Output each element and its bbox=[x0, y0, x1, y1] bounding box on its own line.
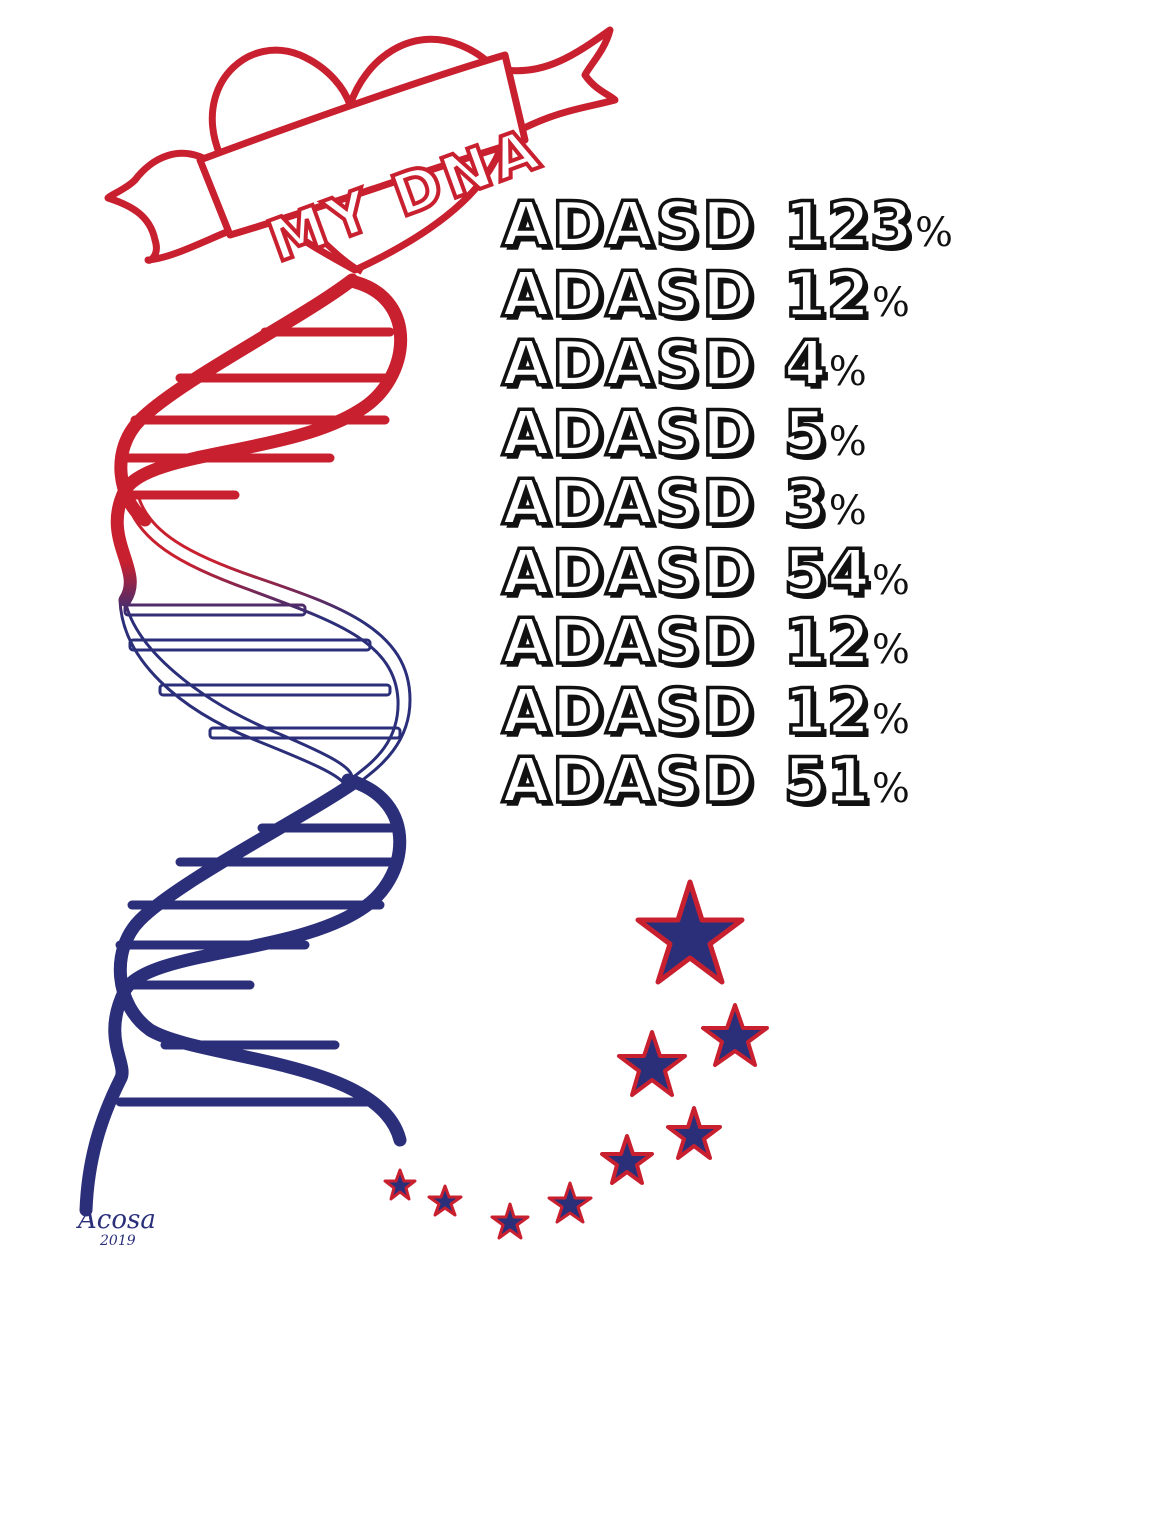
star-icon bbox=[600, 1134, 654, 1185]
signature-name: Acosa bbox=[76, 1205, 156, 1235]
stat-label: ADASD bbox=[500, 673, 756, 750]
stat-value: 4 bbox=[782, 325, 829, 402]
stat-row: ADASD 5% bbox=[500, 395, 1102, 472]
stat-label: ADASD bbox=[500, 603, 756, 680]
stats-list: ADASD 123% ADASD 12% ADASD 4% ADASD 5% ADASD… bbox=[500, 186, 1102, 819]
stat-unit: % bbox=[828, 418, 867, 465]
stat-row: ADASD 4% bbox=[500, 325, 1102, 402]
star-icon bbox=[635, 879, 745, 985]
stat-unit: % bbox=[871, 279, 910, 326]
dna-helix-icon bbox=[79, 273, 412, 1217]
stat-unit: % bbox=[828, 349, 867, 395]
star-icon bbox=[427, 1184, 463, 1217]
star-icon bbox=[490, 1202, 530, 1240]
stat-row: ADASD 3% bbox=[500, 464, 1102, 541]
stat-label: ADASD bbox=[500, 742, 756, 819]
stat-row: ADASD 12% bbox=[500, 603, 1102, 680]
stat-unit: % bbox=[871, 557, 910, 604]
stat-value: 54 bbox=[782, 534, 872, 611]
stat-label: ADASD bbox=[500, 464, 756, 541]
stat-row: ADASD 123% bbox=[500, 186, 1102, 263]
stat-label: ADASD bbox=[500, 186, 756, 263]
stat-value: 12 bbox=[782, 673, 872, 750]
star-icon bbox=[666, 1106, 722, 1160]
stat-unit: % bbox=[914, 210, 953, 256]
stat-label: ADASD bbox=[500, 395, 756, 472]
heart-banner-icon bbox=[104, 26, 619, 275]
signature-year: 2019 bbox=[99, 1233, 136, 1249]
stat-value: 12 bbox=[782, 603, 872, 680]
stat-value: 123 bbox=[782, 186, 915, 263]
stat-label: ADASD bbox=[500, 256, 756, 333]
stars-trail bbox=[383, 879, 769, 1240]
stat-value: 51 bbox=[782, 742, 872, 819]
star-icon bbox=[383, 1168, 417, 1201]
stat-value: 12 bbox=[782, 256, 872, 333]
artist-signature: Acosa 2019 bbox=[76, 1205, 156, 1249]
stat-row: ADASD 12% bbox=[500, 256, 1102, 333]
stat-label: ADASD bbox=[500, 325, 756, 402]
stat-row: ADASD 12% bbox=[500, 673, 1102, 750]
stat-row: ADASD 54% bbox=[500, 534, 1102, 611]
stat-value: 3 bbox=[782, 464, 829, 541]
stat-unit: % bbox=[871, 627, 910, 673]
star-icon bbox=[617, 1030, 687, 1097]
stat-row: ADASD 51% bbox=[500, 742, 1102, 819]
stat-unit: % bbox=[828, 488, 867, 534]
star-icon bbox=[701, 1003, 769, 1067]
stat-unit: % bbox=[871, 696, 910, 743]
star-icon bbox=[547, 1181, 593, 1224]
stat-label: ADASD bbox=[500, 534, 756, 611]
stat-unit: % bbox=[871, 766, 910, 812]
stat-value: 5 bbox=[782, 395, 829, 472]
